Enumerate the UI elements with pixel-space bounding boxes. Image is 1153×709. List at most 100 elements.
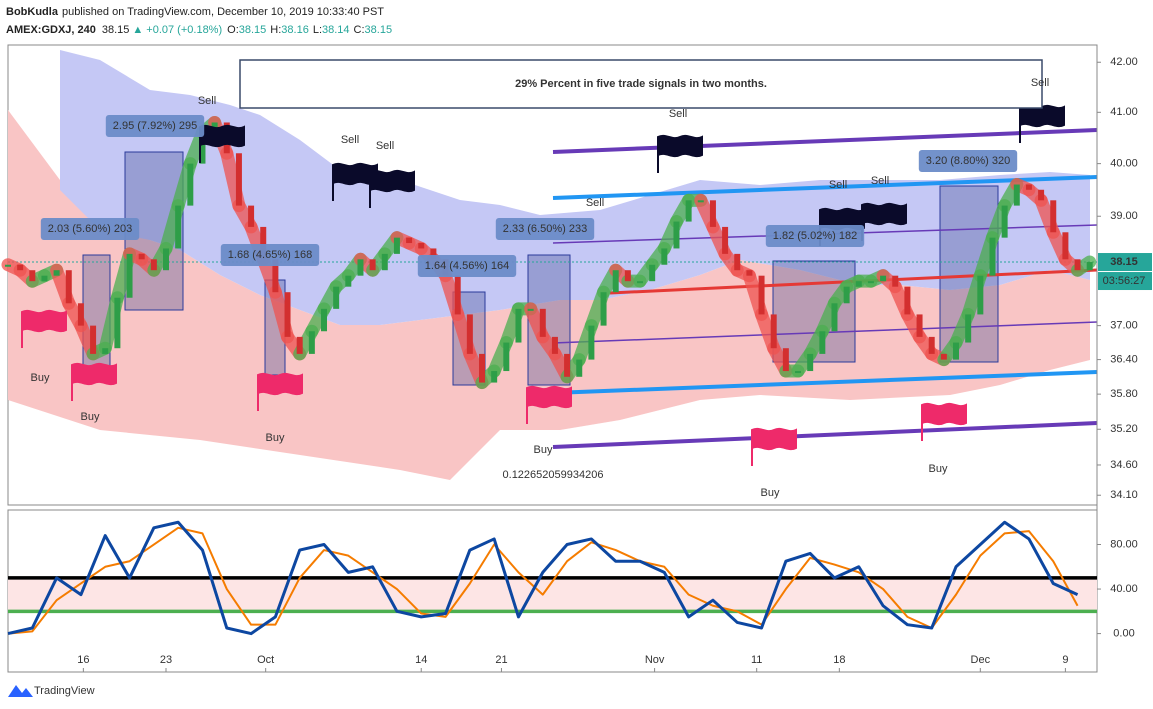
candle (539, 308, 546, 337)
candle (491, 371, 498, 383)
measure-label: 1.68 (4.65%) 168 (228, 249, 312, 261)
candle (576, 359, 583, 377)
measure-label: 2.33 (6.50%) 233 (503, 223, 587, 235)
channel-line (552, 175, 1098, 200)
x-tick-label: 18 (833, 654, 845, 666)
sell-label: Sell (829, 179, 847, 191)
ohlc-label: O: (227, 24, 239, 36)
header-line: AMEX:GDXJ, 240 38.15 ▲ +0.07 (+0.18%) O:38.1… (6, 24, 392, 36)
y-tick-label: 37.00 (1110, 320, 1138, 332)
candle (77, 303, 84, 326)
candle (685, 200, 692, 222)
buy-label: Buy (761, 487, 780, 499)
level-band (8, 577, 1097, 612)
candle (904, 286, 911, 315)
y-tick-label: 80.00 (1110, 538, 1138, 550)
candle (17, 264, 24, 271)
y-tick-label: 40.00 (1110, 583, 1138, 595)
measure-label-bg (765, 225, 865, 247)
y-tick-label: 34.10 (1110, 489, 1138, 501)
candle (138, 253, 145, 260)
buy-flag (921, 402, 967, 441)
y-tick-label: 0.00 (1113, 627, 1134, 639)
candle (187, 163, 194, 206)
candle (272, 259, 279, 293)
channel-line (552, 421, 1098, 449)
measure-label: 3.20 (8.80%) 320 (926, 155, 1010, 167)
ohlc-label: L: (313, 24, 322, 36)
countdown: 03:56:27 (1103, 275, 1146, 287)
candle (102, 348, 109, 354)
candle (503, 342, 510, 372)
arrow: ▲ (132, 24, 143, 36)
measure-label-bg (220, 244, 320, 266)
sell-flag (657, 134, 703, 173)
sell-label: Sell (341, 134, 359, 146)
price-tag-bg (1098, 253, 1152, 272)
candle (393, 237, 400, 254)
measure-label-bg (105, 115, 205, 137)
channel-line (552, 370, 1098, 395)
candle (782, 348, 789, 372)
candle (1050, 200, 1057, 233)
x-tick-label: 11 (751, 654, 762, 666)
candle (199, 132, 206, 164)
candle (235, 153, 242, 206)
candle (175, 205, 182, 249)
candle (527, 308, 534, 311)
sell-flag (199, 124, 245, 163)
sell-flag (861, 202, 907, 241)
candle (843, 286, 850, 304)
buy-flag (71, 362, 117, 401)
y-tick-label: 35.80 (1110, 388, 1138, 400)
buy-flag (257, 372, 303, 411)
candle (928, 336, 935, 354)
buy-label: Buy (929, 463, 948, 475)
candle (418, 243, 425, 249)
x-tick-label: 14 (415, 654, 427, 666)
published: published on TradingView.com, December 1… (62, 6, 384, 18)
chart-title: 29% Percent in five trade signals in two… (515, 78, 767, 90)
candle (831, 303, 838, 332)
sell-flag (369, 169, 415, 208)
candle (29, 270, 36, 282)
buy-label: Buy (31, 372, 50, 384)
candle (1025, 184, 1032, 190)
buy-flag (751, 427, 797, 466)
sell-label: Sell (586, 197, 604, 209)
buy-label: Buy (534, 444, 553, 456)
candle (296, 336, 303, 354)
candle (1074, 259, 1081, 271)
measure-label-bg (417, 255, 517, 277)
candle (661, 248, 668, 265)
y-tick-label: 36.40 (1110, 354, 1138, 366)
sell-label: Sell (198, 95, 216, 107)
measure-label: 1.82 (5.02%) 182 (773, 230, 857, 242)
x-tick-label: 21 (495, 654, 507, 666)
x-tick-label: 23 (160, 654, 172, 666)
candle (248, 205, 255, 227)
candle (381, 253, 388, 271)
candle (284, 292, 291, 337)
candle (600, 292, 607, 326)
candle (53, 270, 60, 276)
candle (466, 314, 473, 354)
x-tick-label: 9 (1062, 654, 1068, 666)
candle (624, 270, 631, 282)
measure-label-bg (40, 218, 140, 240)
ohlc-value: 38.14 (322, 24, 350, 36)
ohlc-label: H: (270, 24, 281, 36)
last: 38.15 (102, 24, 130, 36)
sell-label: Sell (669, 108, 687, 120)
candle (734, 253, 741, 271)
x-tick-label: Dec (971, 654, 991, 666)
ohlc-value: 38.15 (239, 24, 267, 36)
y-tick-label: 39.00 (1110, 210, 1138, 222)
candle (709, 200, 716, 227)
candle (333, 286, 340, 309)
candle (357, 259, 364, 276)
candle (479, 353, 486, 383)
x-tick-label: Oct (257, 654, 274, 666)
measure-label: 2.03 (5.60%) 203 (48, 223, 132, 235)
